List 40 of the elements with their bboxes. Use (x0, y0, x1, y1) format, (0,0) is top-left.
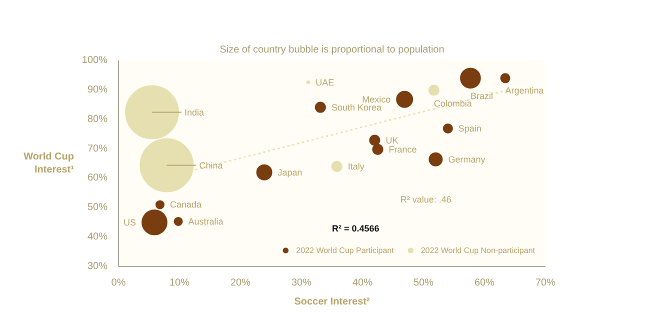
y-tick-label: 60% (87, 172, 108, 184)
annotation: Colombia (434, 98, 472, 108)
annotation: France (388, 144, 417, 154)
y-axis-title: World Cup Interest¹ (24, 151, 75, 176)
annotation: UK (386, 135, 398, 146)
annotation: Spain (458, 123, 482, 134)
x-tick-label: 50% (413, 278, 434, 288)
x-tick-label: 40% (352, 278, 373, 288)
x-tick-label: 60% (474, 278, 495, 288)
annotation: India (184, 107, 204, 118)
x-axis-title: Soccer Interest² (294, 296, 370, 308)
x-tick-label: 20% (230, 278, 251, 288)
annotation: China (199, 160, 223, 170)
y-tick-label: 70% (87, 143, 108, 154)
x-tick-label: 70% (535, 278, 556, 288)
annotation: South Korea (331, 102, 382, 112)
legend-label: 2022 World Cup Non-participant (420, 246, 535, 254)
annotation: Italy (348, 161, 365, 172)
annotation: R² value: .46 (400, 194, 452, 205)
y-tick-label: 80% (87, 114, 108, 125)
annotation: Japan (278, 167, 302, 178)
annotation: Argentina (505, 86, 544, 96)
annotation: Australia (188, 216, 224, 226)
annotation: Mexico (362, 94, 391, 104)
annotation: R² = 0.4566 (332, 224, 380, 234)
chart-title: Size of country bubble is proportional to population (220, 44, 444, 56)
y-tick-label: 100% (82, 55, 108, 66)
y-tick-label: 40% (87, 232, 108, 243)
annotation: Germany (448, 154, 486, 164)
y-tick-label: 90% (87, 84, 108, 96)
x-tick-label: 30% (291, 278, 312, 288)
annotation: Canada (170, 200, 202, 210)
annotation: US (124, 217, 136, 228)
annotation: Brazil (470, 91, 493, 102)
x-tick-label: 10% (169, 278, 190, 288)
annotation: UAE (316, 77, 334, 88)
y-tick-label: 50% (87, 202, 108, 214)
y-tick-label: 30% (87, 261, 108, 272)
x-tick-label: 0% (111, 278, 126, 288)
legend-label: 2022 World Cup Participant (296, 246, 394, 254)
